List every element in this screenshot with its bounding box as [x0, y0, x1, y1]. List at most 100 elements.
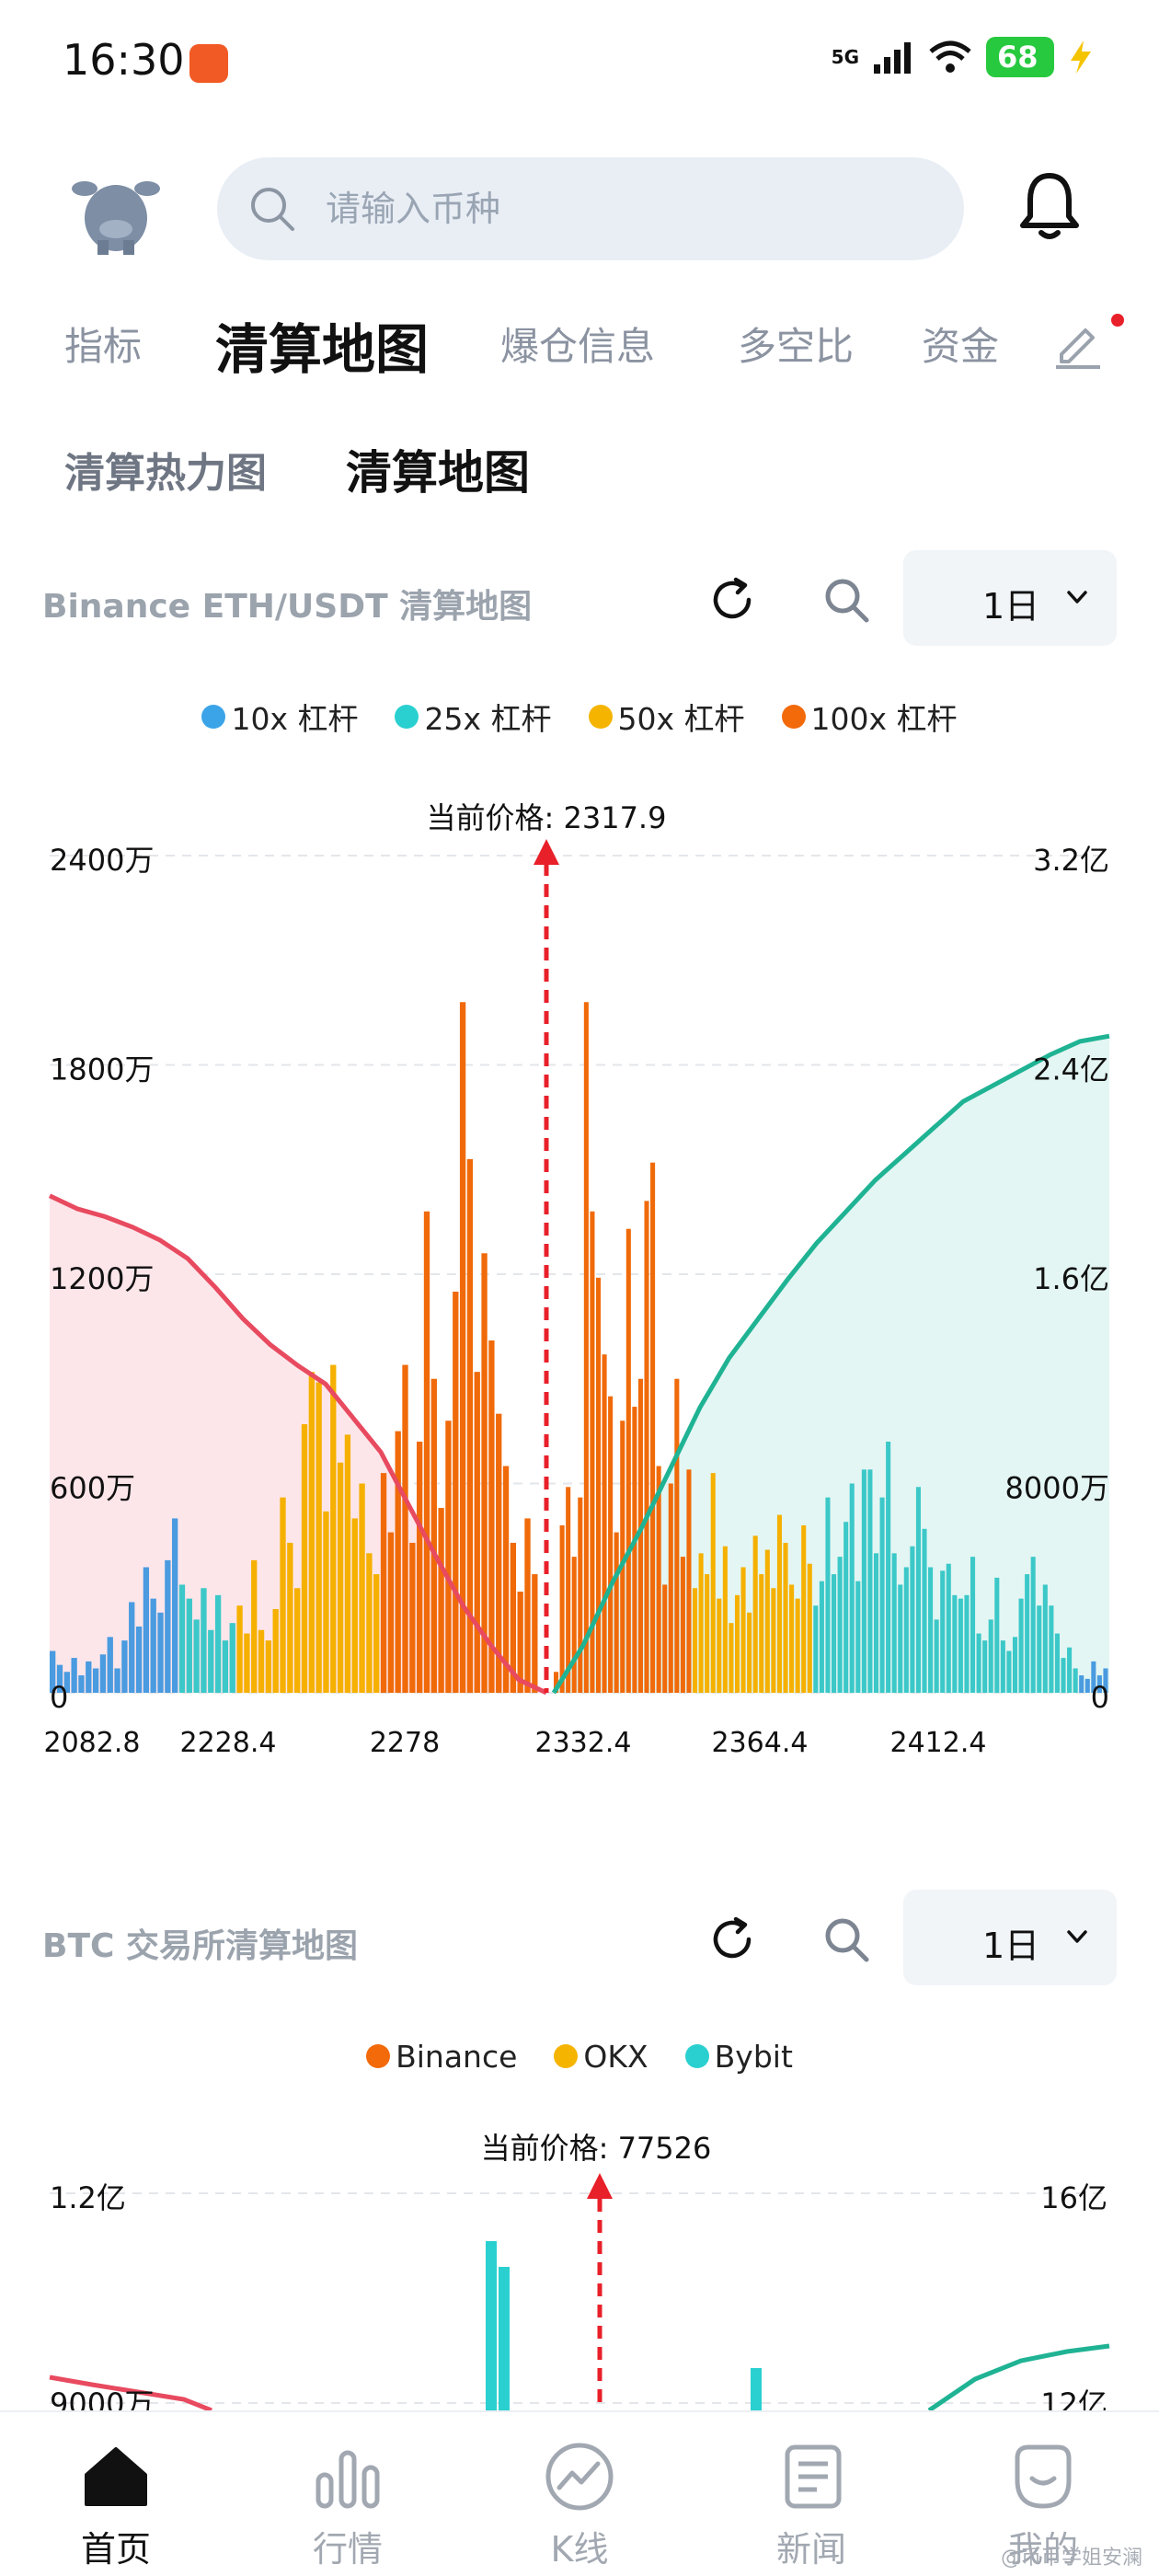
eth-range-select[interactable]: 1日	[903, 550, 1117, 646]
btc-panel-title: BTC 交易所清算地图	[42, 1927, 358, 1965]
tab-liquidation-map[interactable]: 清算地图	[215, 318, 430, 381]
legend-dot-bybit	[684, 2044, 709, 2068]
liquidation-bar	[710, 1473, 716, 1694]
tab-funds[interactable]: 资金	[922, 324, 1000, 369]
liquidation-bar	[958, 1598, 963, 1694]
liquidation-bar	[532, 1574, 538, 1693]
liquidation-bar	[178, 1584, 186, 1693]
news-icon	[785, 2444, 842, 2509]
refresh-icon[interactable]	[706, 1914, 758, 1965]
liquidation-bar	[1103, 1668, 1108, 1693]
liquidation-bar	[759, 1574, 764, 1693]
bottom-nav: 首页 行情 K线 新闻 我的	[0, 2410, 1159, 2576]
tab-indicators[interactable]: 指标	[64, 324, 143, 369]
legend-binance[interactable]: Binance	[366, 2033, 517, 2079]
liquidation-bar	[481, 1253, 488, 1693]
liquidation-bar	[571, 1557, 577, 1694]
liquidation-bar	[583, 1002, 589, 1693]
subtab-heatmap[interactable]: 清算热力图	[64, 450, 267, 497]
liquidation-bar	[99, 1654, 107, 1693]
legend-25x[interactable]: 25x 杠杆	[395, 694, 552, 740]
legend-okx[interactable]: OKX	[554, 2033, 648, 2079]
liquidation-bar	[201, 1588, 207, 1693]
home-icon	[85, 2447, 147, 2506]
chevron-down-icon	[1067, 1930, 1087, 1943]
liquidation-bar	[193, 1619, 200, 1694]
x-tick: 2364.4	[712, 1727, 809, 1757]
search-bar[interactable]	[217, 157, 964, 260]
liquidation-bar	[50, 1650, 56, 1693]
liquidation-bar	[910, 1546, 915, 1693]
nav-market[interactable]: 行情	[232, 2412, 464, 2576]
search-input[interactable]	[326, 157, 914, 260]
tab-liquidation-info[interactable]: 爆仓信息	[500, 324, 656, 369]
wifi-icon	[929, 40, 971, 73]
liquidation-bar	[165, 1559, 171, 1693]
nav-kline[interactable]: K线	[464, 2412, 695, 2576]
legend-dot-100x	[781, 705, 806, 729]
liquidation-bar	[595, 1277, 602, 1693]
zoom-icon[interactable]	[820, 1914, 872, 1965]
refresh-icon[interactable]	[706, 574, 758, 626]
liquidation-bar	[409, 1542, 416, 1693]
btc-liquidation-chart[interactable]: 当前价格: 77526 1.2亿 9000万 16亿 12亿	[0, 2116, 1159, 2410]
liquidation-bar	[496, 1413, 502, 1693]
liquidation-bar	[1061, 1658, 1066, 1693]
liquidation-bar	[438, 1508, 444, 1693]
liquidation-bar	[222, 1640, 229, 1694]
liquidation-bar	[387, 1532, 395, 1693]
legend-10x[interactable]: 10x 杠杆	[201, 694, 358, 740]
eth-panel-header: Binance ETH/USDT 清算地图 1日	[0, 550, 1159, 651]
y-left-tick: 1.2亿	[50, 2180, 126, 2215]
liquidation-bar	[135, 1626, 143, 1693]
liquidation-bar	[258, 1629, 265, 1693]
liquidation-bar	[849, 1483, 855, 1693]
liquidation-bar	[474, 1372, 480, 1693]
btc-legend: Binance OKX Bybit	[0, 2033, 1159, 2079]
watermark: @币币学姐安澜	[1000, 2547, 1142, 2570]
btc-range-select[interactable]: 1日	[903, 1890, 1117, 1985]
liquidation-bar	[301, 1424, 308, 1693]
profile-icon	[1015, 2444, 1072, 2509]
nav-news[interactable]: 新闻	[695, 2412, 927, 2576]
nav-profile[interactable]: 我的	[927, 2412, 1159, 2576]
eth-liquidation-chart[interactable]: 当前价格: 2317.9 2400万 1800万 1200万 600万 0 3.2亿 2.…	[0, 782, 1159, 1757]
liquidation-bar	[717, 1598, 722, 1694]
charging-icon	[1071, 40, 1091, 74]
liquidation-bar	[316, 1382, 322, 1693]
legend-bybit[interactable]: Bybit	[684, 2033, 793, 2079]
liquidation-bar	[922, 1528, 927, 1693]
liquidation-bar	[964, 1594, 970, 1693]
nav-label: 行情	[312, 2529, 383, 2570]
legend-50x[interactable]: 50x 杠杆	[588, 694, 745, 740]
liquidation-bar	[453, 1291, 459, 1693]
legend-100x[interactable]: 100x 杠杆	[781, 694, 958, 740]
zoom-icon[interactable]	[820, 574, 872, 626]
y-right-tick: 12亿	[1040, 2386, 1107, 2410]
bell-icon[interactable]	[1019, 172, 1080, 242]
liquidation-bar	[366, 1553, 373, 1693]
long-cumulative-line	[551, 1033, 1110, 1695]
avatar[interactable]	[72, 163, 160, 257]
legend-label: OKX	[583, 2038, 648, 2075]
long-cumulative-line	[927, 2343, 1110, 2410]
liquidation-bar	[650, 1162, 656, 1693]
tab-long-short-ratio[interactable]: 多空比	[738, 324, 855, 369]
liquidation-bar	[395, 1431, 401, 1694]
liquidation-bar	[764, 1549, 770, 1693]
edit-icon[interactable]	[1052, 317, 1104, 369]
subtab-liquidation-map[interactable]: 清算地图	[346, 446, 530, 500]
liquidation-bar	[752, 1535, 758, 1694]
liquidation-bar	[1054, 1633, 1060, 1693]
liquidation-bar	[668, 1483, 673, 1693]
liquidation-bar	[807, 1563, 812, 1693]
y-right-tick: 8000万	[1005, 1471, 1109, 1506]
liquidation-bar	[287, 1542, 293, 1693]
liquidation-bar	[423, 1211, 430, 1693]
legend-label: 100x 杠杆	[810, 701, 958, 737]
liquidation-bar	[771, 1588, 776, 1693]
liquidation-bar	[265, 1640, 272, 1694]
liquidation-bar	[946, 1563, 951, 1693]
nav-home[interactable]: 首页	[0, 2412, 232, 2576]
liquidation-bar	[674, 1378, 680, 1693]
